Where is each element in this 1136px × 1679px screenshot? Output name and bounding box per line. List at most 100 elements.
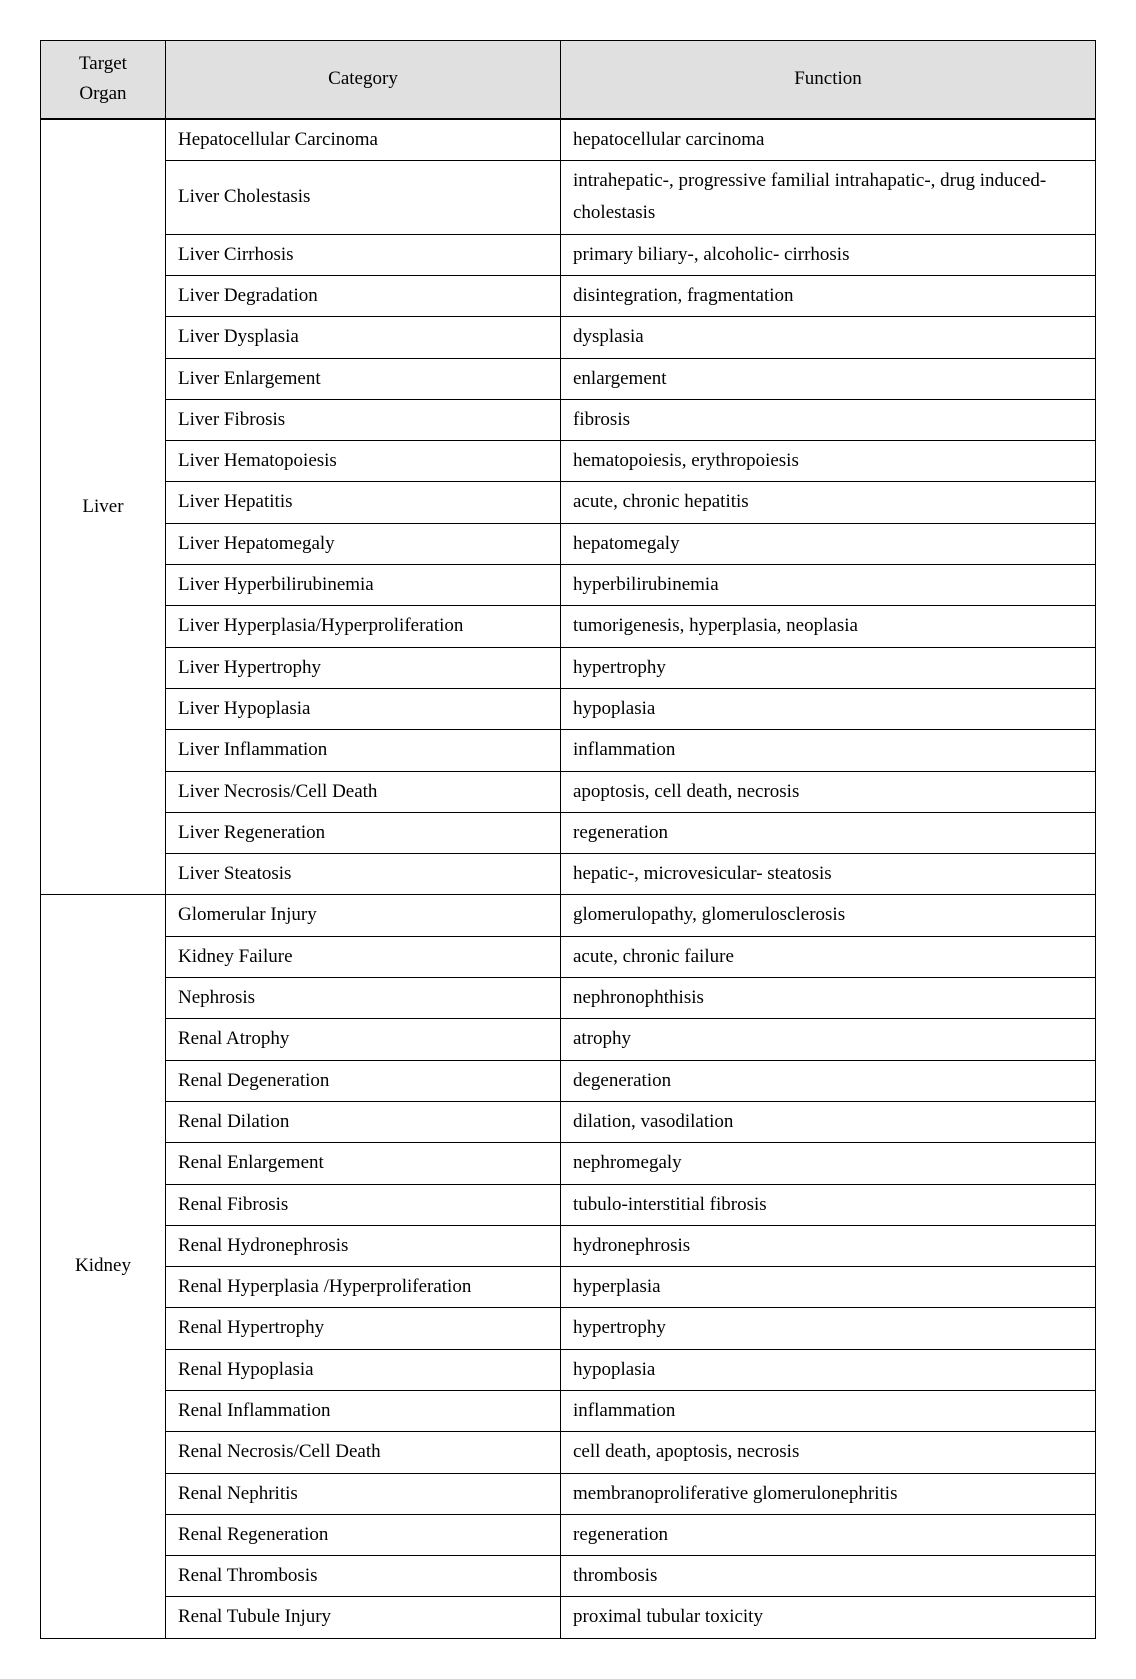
header-organ: TargetOrgan (41, 41, 166, 119)
category-cell: Liver Hyperbilirubinemia (166, 565, 561, 606)
table-row: Renal Regenerationregeneration (41, 1514, 1096, 1555)
function-cell: intrahepatic-, progressive familial intr… (561, 161, 1096, 235)
category-cell: Liver Regeneration (166, 812, 561, 853)
table-row: Renal Enlargementnephromegaly (41, 1143, 1096, 1184)
header-row: TargetOrgan Category Function (41, 41, 1096, 119)
function-cell: nephromegaly (561, 1143, 1096, 1184)
table-row: Kidney Failureacute, chronic failure (41, 936, 1096, 977)
function-cell: nephronophthisis (561, 978, 1096, 1019)
table-body: LiverHepatocellular Carcinomahepatocellu… (41, 119, 1096, 1638)
table-row: Liver Necrosis/Cell Deathapoptosis, cell… (41, 771, 1096, 812)
function-cell: hypertrophy (561, 647, 1096, 688)
category-cell: Liver Cholestasis (166, 161, 561, 235)
function-cell: glomerulopathy, glomerulosclerosis (561, 895, 1096, 936)
table-row: Nephrosisnephronophthisis (41, 978, 1096, 1019)
table-row: Liver Hepatomegalyhepatomegaly (41, 523, 1096, 564)
function-cell: cell death, apoptosis, necrosis (561, 1432, 1096, 1473)
table-row: Renal Tubule Injuryproximal tubular toxi… (41, 1597, 1096, 1638)
function-cell: hyperplasia (561, 1267, 1096, 1308)
organ-function-table: TargetOrgan Category Function LiverHepat… (40, 40, 1096, 1639)
table-row: Renal Fibrosistubulo-interstitial fibros… (41, 1184, 1096, 1225)
table-row: Renal Necrosis/Cell Deathcell death, apo… (41, 1432, 1096, 1473)
organ-cell: Kidney (41, 895, 166, 1638)
table-row: Renal Hypoplasiahypoplasia (41, 1349, 1096, 1390)
table-row: Liver Hypertrophyhypertrophy (41, 647, 1096, 688)
function-cell: dysplasia (561, 317, 1096, 358)
category-cell: Nephrosis (166, 978, 561, 1019)
table-row: LiverHepatocellular Carcinomahepatocellu… (41, 119, 1096, 161)
table-row: Liver Cholestasisintrahepatic-, progress… (41, 161, 1096, 235)
function-cell: apoptosis, cell death, necrosis (561, 771, 1096, 812)
table-row: Renal Hydronephrosishydronephrosis (41, 1225, 1096, 1266)
header-function: Function (561, 41, 1096, 119)
table-row: Renal Dilationdilation, vasodilation (41, 1101, 1096, 1142)
function-cell: hepatocellular carcinoma (561, 119, 1096, 161)
function-cell: proximal tubular toxicity (561, 1597, 1096, 1638)
function-cell: thrombosis (561, 1556, 1096, 1597)
function-cell: degeneration (561, 1060, 1096, 1101)
header-category: Category (166, 41, 561, 119)
function-cell: fibrosis (561, 399, 1096, 440)
function-cell: hematopoiesis, erythropoiesis (561, 441, 1096, 482)
function-cell: atrophy (561, 1019, 1096, 1060)
category-cell: Renal Degeneration (166, 1060, 561, 1101)
table-row: Liver Cirrhosisprimary biliary-, alcohol… (41, 234, 1096, 275)
category-cell: Renal Necrosis/Cell Death (166, 1432, 561, 1473)
category-cell: Liver Hypoplasia (166, 688, 561, 729)
category-cell: Liver Enlargement (166, 358, 561, 399)
table-row: Renal Hypertrophyhypertrophy (41, 1308, 1096, 1349)
category-cell: Liver Hepatitis (166, 482, 561, 523)
table-row: Renal Atrophyatrophy (41, 1019, 1096, 1060)
category-cell: Renal Tubule Injury (166, 1597, 561, 1638)
category-cell: Renal Enlargement (166, 1143, 561, 1184)
category-cell: Renal Hypertrophy (166, 1308, 561, 1349)
table-row: Liver Hyperplasia/Hyperproliferationtumo… (41, 606, 1096, 647)
category-cell: Liver Degradation (166, 275, 561, 316)
category-cell: Liver Hyperplasia/Hyperproliferation (166, 606, 561, 647)
function-cell: acute, chronic failure (561, 936, 1096, 977)
category-cell: Renal Regeneration (166, 1514, 561, 1555)
category-cell: Renal Fibrosis (166, 1184, 561, 1225)
function-cell: primary biliary-, alcoholic- cirrhosis (561, 234, 1096, 275)
table-row: Renal Degenerationdegeneration (41, 1060, 1096, 1101)
table-row: Renal Hyperplasia /Hyperproliferationhyp… (41, 1267, 1096, 1308)
category-cell: Liver Inflammation (166, 730, 561, 771)
category-cell: Liver Fibrosis (166, 399, 561, 440)
category-cell: Liver Hypertrophy (166, 647, 561, 688)
table-row: Liver Dysplasiadysplasia (41, 317, 1096, 358)
function-cell: hypertrophy (561, 1308, 1096, 1349)
category-cell: Kidney Failure (166, 936, 561, 977)
table-row: Renal Nephritismembranoproliferative glo… (41, 1473, 1096, 1514)
organ-cell: Liver (41, 119, 166, 895)
table-row: Renal Inflammationinflammation (41, 1390, 1096, 1431)
function-cell: regeneration (561, 812, 1096, 853)
function-cell: dilation, vasodilation (561, 1101, 1096, 1142)
category-cell: Renal Atrophy (166, 1019, 561, 1060)
table-row: Liver Fibrosisfibrosis (41, 399, 1096, 440)
table-row: Liver Hepatitisacute, chronic hepatitis (41, 482, 1096, 523)
category-cell: Glomerular Injury (166, 895, 561, 936)
category-cell: Renal Hyperplasia /Hyperproliferation (166, 1267, 561, 1308)
function-cell: hepatomegaly (561, 523, 1096, 564)
category-cell: Liver Hepatomegaly (166, 523, 561, 564)
function-cell: hydronephrosis (561, 1225, 1096, 1266)
table-row: Liver Regenerationregeneration (41, 812, 1096, 853)
category-cell: Liver Steatosis (166, 854, 561, 895)
organ-function-table-container: TargetOrgan Category Function LiverHepat… (40, 40, 1096, 1639)
function-cell: acute, chronic hepatitis (561, 482, 1096, 523)
table-row: Liver Inflammationinflammation (41, 730, 1096, 771)
table-row: Renal Thrombosisthrombosis (41, 1556, 1096, 1597)
category-cell: Liver Necrosis/Cell Death (166, 771, 561, 812)
table-row: Liver Enlargementenlargement (41, 358, 1096, 399)
category-cell: Renal Inflammation (166, 1390, 561, 1431)
category-cell: Renal Thrombosis (166, 1556, 561, 1597)
category-cell: Liver Cirrhosis (166, 234, 561, 275)
function-cell: hypoplasia (561, 1349, 1096, 1390)
category-cell: Liver Hematopoiesis (166, 441, 561, 482)
category-cell: Renal Dilation (166, 1101, 561, 1142)
function-cell: inflammation (561, 1390, 1096, 1431)
table-row: Liver Hyperbilirubinemiahyperbilirubinem… (41, 565, 1096, 606)
function-cell: membranoproliferative glomerulonephritis (561, 1473, 1096, 1514)
table-row: Liver Steatosishepatic-, microvesicular-… (41, 854, 1096, 895)
function-cell: tubulo-interstitial fibrosis (561, 1184, 1096, 1225)
